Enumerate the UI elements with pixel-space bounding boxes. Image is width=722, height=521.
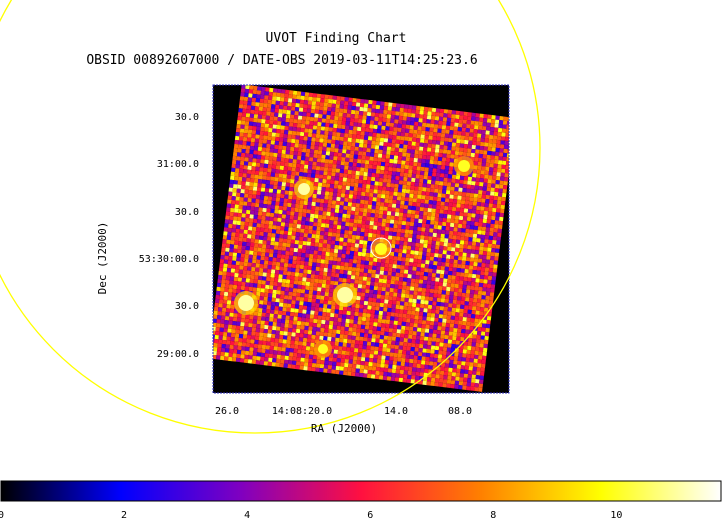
y-tick-label: 31:00.0 [157, 159, 199, 170]
x-tick-label: 14.0 [384, 406, 408, 417]
y-tick-label: 53:30:00.0 [139, 254, 199, 265]
colorbar-ticks: 0 2 4 6 8 10 [0, 510, 622, 521]
colorbar-tick-label: 8 [490, 510, 496, 521]
source-4 [458, 160, 470, 172]
source-3 [298, 183, 310, 195]
noise-map [213, 85, 509, 392]
source-2 [238, 295, 254, 311]
y-axis-label: Dec (J2000) [96, 222, 109, 295]
y-tick-label: 29:00.0 [157, 349, 199, 360]
source-1 [337, 287, 353, 303]
chart-title: UVOT Finding Chart [266, 31, 407, 46]
y-tick-label: 30.0 [175, 301, 199, 312]
y-tick-label: 30.0 [175, 207, 199, 218]
y-axis-ticks: 30.0 31:00.0 30.0 53:30:00.0 30.0 29:00.0 [139, 112, 199, 360]
colorbar-tick-label: 2 [121, 510, 127, 521]
colorbar-tick-label: 0 [0, 510, 4, 521]
image-frame [212, 84, 510, 394]
colorbar-tick-label: 10 [610, 510, 622, 521]
target-marker [370, 237, 392, 259]
exposure-field [213, 85, 509, 392]
source-6 [375, 243, 387, 255]
colorbar-tick-label: 6 [367, 510, 373, 521]
fov-circle [0, 0, 541, 434]
x-tick-label: 26.0 [215, 406, 239, 417]
source-5 [318, 344, 328, 354]
x-axis-ticks: 26.0 14:08:20.0 14.0 08.0 [215, 406, 472, 417]
image-panel [212, 84, 510, 394]
colorbar-tick-label: 4 [244, 510, 250, 521]
x-axis-label: RA (J2000) [311, 422, 377, 435]
source-layer [234, 156, 474, 358]
x-tick-label: 08.0 [448, 406, 472, 417]
y-tick-label: 30.0 [175, 112, 199, 123]
x-tick-label: 14:08:20.0 [272, 406, 332, 417]
colorbar [0, 480, 722, 502]
chart-subtitle: OBSID 00892607000 / DATE-OBS 2019-03-11T… [86, 53, 477, 68]
